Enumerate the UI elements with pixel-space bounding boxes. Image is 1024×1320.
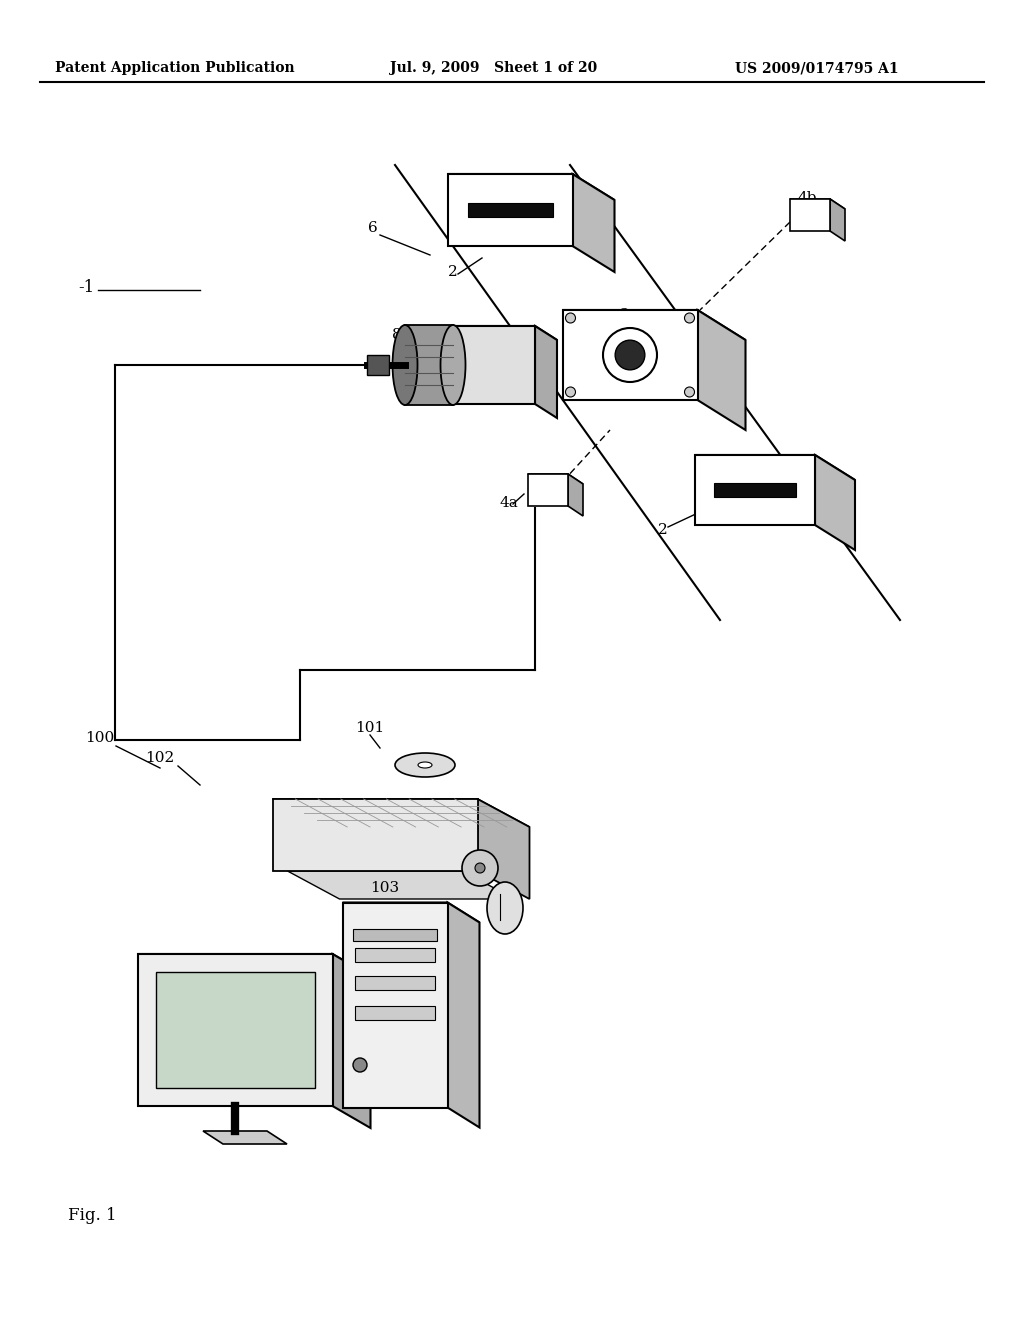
Text: 2: 2	[449, 265, 458, 279]
Ellipse shape	[440, 325, 466, 405]
Polygon shape	[528, 474, 568, 506]
Polygon shape	[790, 199, 845, 209]
Polygon shape	[815, 455, 855, 550]
Text: 112: 112	[453, 855, 482, 869]
Polygon shape	[342, 903, 447, 1107]
Text: 6: 6	[368, 220, 378, 235]
Polygon shape	[572, 174, 614, 272]
Polygon shape	[528, 474, 583, 484]
Polygon shape	[714, 483, 796, 498]
Text: US 2009/0174795 A1: US 2009/0174795 A1	[735, 61, 899, 75]
Ellipse shape	[395, 752, 455, 777]
Polygon shape	[406, 325, 453, 405]
Text: Patent Application Publication: Patent Application Publication	[55, 61, 295, 75]
Polygon shape	[353, 929, 437, 941]
Polygon shape	[203, 1131, 287, 1144]
Polygon shape	[830, 199, 845, 242]
Text: 103: 103	[370, 880, 399, 895]
Polygon shape	[535, 326, 557, 418]
Polygon shape	[137, 954, 333, 1106]
Text: -1: -1	[78, 280, 94, 297]
Text: Jul. 9, 2009   Sheet 1 of 20: Jul. 9, 2009 Sheet 1 of 20	[390, 61, 597, 75]
Polygon shape	[447, 903, 479, 1127]
Polygon shape	[447, 174, 614, 201]
Text: 4b: 4b	[798, 191, 817, 205]
Polygon shape	[367, 355, 389, 375]
Polygon shape	[468, 203, 553, 218]
Polygon shape	[695, 455, 855, 480]
Circle shape	[475, 863, 485, 873]
Circle shape	[462, 850, 498, 886]
Text: 113: 113	[338, 961, 368, 975]
Polygon shape	[562, 310, 745, 341]
Polygon shape	[568, 474, 583, 516]
Polygon shape	[455, 326, 535, 404]
Text: Fig. 1: Fig. 1	[68, 1206, 117, 1224]
Polygon shape	[695, 455, 815, 525]
Text: 111: 111	[372, 810, 401, 825]
Text: 4a: 4a	[500, 496, 519, 510]
Text: 104: 104	[452, 799, 481, 813]
Ellipse shape	[487, 882, 523, 935]
Polygon shape	[156, 972, 314, 1088]
Polygon shape	[455, 326, 557, 341]
Circle shape	[684, 387, 694, 397]
Polygon shape	[790, 199, 830, 231]
Circle shape	[565, 387, 575, 397]
Polygon shape	[137, 954, 371, 975]
Polygon shape	[355, 1006, 435, 1020]
Ellipse shape	[392, 325, 418, 405]
Circle shape	[565, 313, 575, 323]
Text: 2: 2	[658, 523, 668, 537]
Ellipse shape	[418, 762, 432, 768]
Polygon shape	[447, 174, 572, 246]
Circle shape	[353, 1059, 367, 1072]
Text: 8: 8	[392, 327, 401, 342]
Polygon shape	[342, 903, 479, 923]
Polygon shape	[272, 799, 529, 828]
Polygon shape	[288, 871, 514, 899]
Text: 100: 100	[85, 731, 115, 744]
Text: 101: 101	[355, 721, 384, 735]
Text: 102: 102	[145, 751, 174, 766]
Text: 2: 2	[620, 308, 630, 322]
Circle shape	[615, 341, 645, 370]
Polygon shape	[697, 310, 745, 430]
Polygon shape	[477, 799, 529, 899]
Polygon shape	[333, 954, 371, 1129]
Polygon shape	[355, 948, 435, 962]
Polygon shape	[272, 799, 477, 871]
Polygon shape	[562, 310, 697, 400]
Polygon shape	[355, 975, 435, 990]
Circle shape	[684, 313, 694, 323]
Circle shape	[603, 327, 657, 381]
Text: 114: 114	[378, 1003, 408, 1016]
